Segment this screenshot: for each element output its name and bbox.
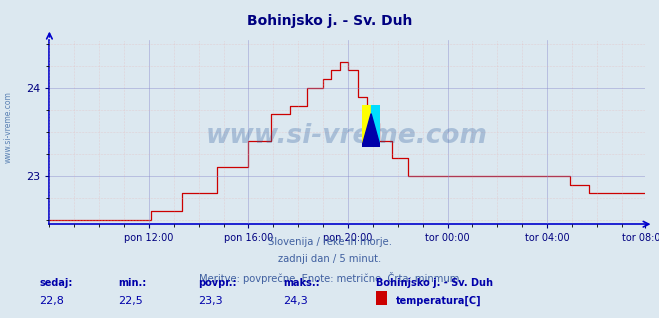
Text: zadnji dan / 5 minut.: zadnji dan / 5 minut. (278, 254, 381, 264)
Text: 22,5: 22,5 (119, 296, 144, 306)
Text: Meritve: povprečne  Enote: metrične  Črta: minmum: Meritve: povprečne Enote: metrične Črta:… (199, 272, 460, 284)
Bar (362, 105, 371, 147)
Text: min.:: min.: (119, 278, 147, 288)
Text: Bohinjsko j. - Sv. Duh: Bohinjsko j. - Sv. Duh (376, 278, 493, 288)
Bar (371, 105, 380, 147)
Text: www.si-vreme.com: www.si-vreme.com (206, 123, 488, 149)
Text: www.si-vreme.com: www.si-vreme.com (3, 91, 13, 163)
Text: Bohinjsko j. - Sv. Duh: Bohinjsko j. - Sv. Duh (247, 14, 412, 28)
Text: 24,3: 24,3 (283, 296, 308, 306)
Text: 22,8: 22,8 (40, 296, 65, 306)
Text: 23,3: 23,3 (198, 296, 222, 306)
Text: sedaj:: sedaj: (40, 278, 73, 288)
Text: Slovenija / reke in morje.: Slovenija / reke in morje. (268, 237, 391, 247)
Text: povpr.:: povpr.: (198, 278, 236, 288)
Text: temperatura[C]: temperatura[C] (395, 295, 481, 306)
Text: maks.:: maks.: (283, 278, 320, 288)
Polygon shape (362, 114, 380, 147)
